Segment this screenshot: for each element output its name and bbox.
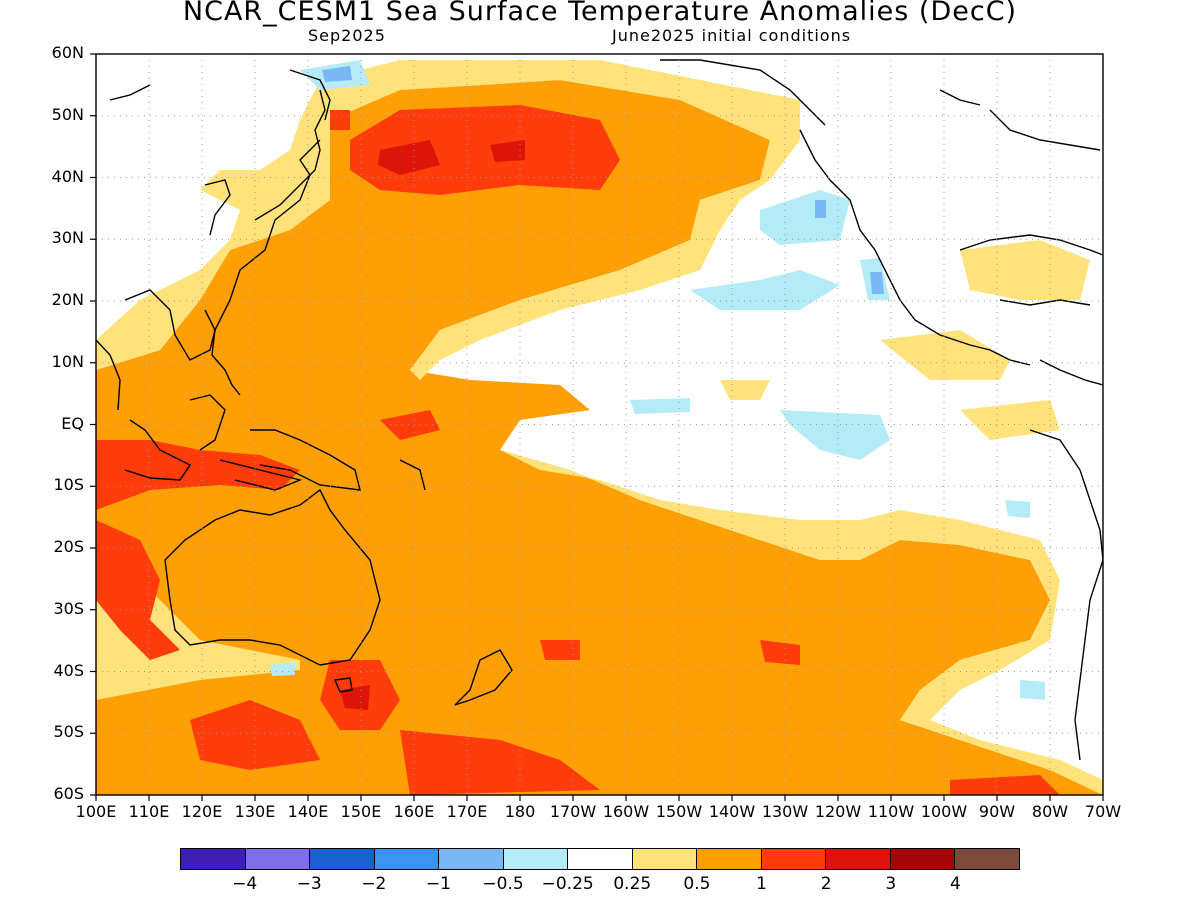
lon-label: 150E: [340, 802, 382, 821]
lat-label: 40N: [51, 166, 84, 186]
colorbar-segment: [890, 849, 956, 869]
lon-label: 160E: [393, 802, 435, 821]
colorbar-label: −0.5: [482, 874, 524, 894]
colorbar-label: −3: [296, 874, 322, 894]
colorbar-segment: [697, 849, 762, 869]
colorbar-label: 1: [756, 874, 767, 894]
lat-label: 50S: [53, 722, 84, 742]
lon-label: 150W: [655, 802, 703, 821]
lat-label: 50N: [51, 104, 84, 124]
lon-label: 120E: [181, 802, 223, 821]
colorbar-label: −1: [425, 874, 451, 894]
colorbar: [180, 848, 1020, 870]
lon-label: 110E: [128, 802, 170, 821]
colorbar-segment: [761, 849, 827, 869]
colorbar-segment: [503, 849, 569, 869]
colorbar-label: −0.25: [541, 874, 594, 894]
lat-label: 20N: [51, 290, 84, 309]
lon-label: 70W: [1084, 802, 1122, 821]
colorbar-segment: [439, 849, 504, 869]
lat-label: 60N: [51, 43, 84, 62]
colorbar-segment: [374, 849, 440, 869]
lon-label: 140E: [287, 802, 329, 821]
lat-label: EQ: [61, 413, 84, 433]
colorbar-label: 2: [820, 874, 832, 894]
subtitle-left: Sep2025: [308, 26, 386, 45]
lon-label: 90W: [978, 802, 1016, 821]
colorbar-label: −2: [361, 874, 387, 894]
colorbar-segment: [955, 849, 1019, 869]
lat-label: 30S: [53, 598, 84, 618]
lon-label: 80W: [1031, 802, 1069, 821]
lon-label: 180: [504, 802, 536, 821]
lat-label: 40S: [53, 660, 84, 680]
chart-title: NCAR_CESM1 Sea Surface Temperature Anoma…: [182, 0, 1018, 27]
colorbar-segment: [181, 849, 246, 869]
colorbar-label: 4: [949, 874, 961, 894]
colorbar-segment: [632, 849, 698, 869]
colorbar-segment: [245, 849, 311, 869]
colorbar-segment: [826, 849, 891, 869]
lon-label: 170W: [549, 802, 597, 821]
lon-label: 140W: [708, 802, 756, 821]
colorbar-label: 0.25: [613, 874, 652, 894]
lon-label: 100E: [75, 802, 117, 821]
lon-label: 170E: [446, 802, 488, 821]
colorbar-segment: [310, 849, 375, 869]
colorbar-label: 3: [885, 874, 897, 894]
lon-label: 130E: [234, 802, 276, 821]
anomaly-fill-neg-0.25: [270, 60, 1045, 700]
anomaly-fill-neg-0.5: [322, 66, 884, 294]
lat-label: 60S: [53, 784, 84, 803]
axis-ticks: [90, 53, 1104, 801]
lon-label: 100W: [920, 802, 968, 821]
coastlines: [96, 59, 1103, 761]
lat-label: 30N: [51, 228, 84, 248]
subtitle-right: June2025 initial conditions: [612, 26, 852, 45]
anomaly-fill-0.5-1: [96, 80, 1103, 795]
colorbar-label: 0.5: [683, 874, 711, 894]
lon-label: 110W: [867, 802, 915, 821]
lon-label: 120W: [814, 802, 862, 821]
anomaly-fill-1-2: [96, 105, 1060, 795]
colorbar-segment: [568, 849, 633, 869]
lon-label: 130W: [761, 802, 809, 821]
lat-label: 10S: [53, 475, 84, 495]
lat-label: 20S: [53, 537, 84, 556]
lon-label: 160W: [602, 802, 650, 821]
colorbar-label: −4: [232, 874, 258, 894]
lat-label: 10N: [51, 351, 84, 371]
